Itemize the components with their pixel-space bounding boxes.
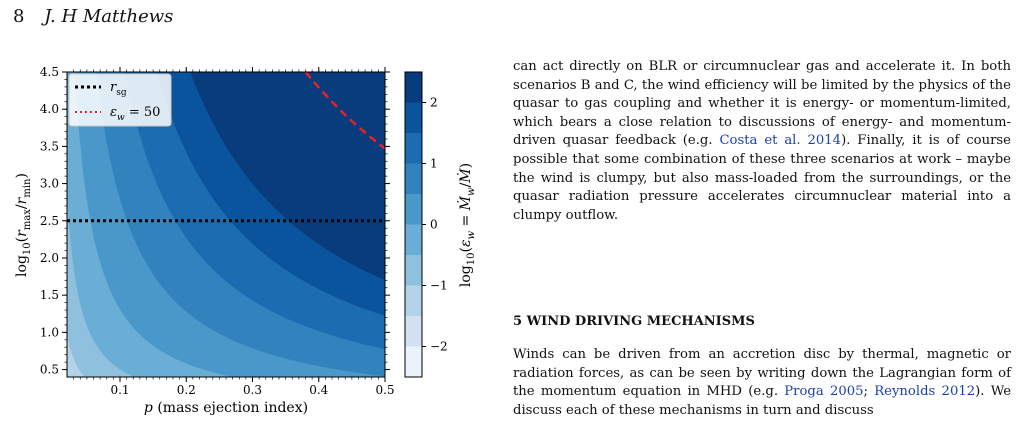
colorbar-label: log10(εw = Ṁw/Ṁ)	[456, 163, 477, 287]
para2-end: ). We discuss each of these mechanisms i…	[513, 384, 1012, 418]
y-tick-label: 3.0	[40, 177, 59, 191]
section-heading: 5 WIND DRIVING MECHANISMS	[513, 314, 755, 329]
y-tick-label: 4.0	[40, 102, 59, 116]
y-axis: 0.5 1.0 1.5 2.0 2.5 3.0 3.5 4.0 4.5	[40, 65, 390, 377]
citation-separator: ;	[863, 384, 875, 400]
legend-rsg-label: rsg	[110, 80, 127, 98]
x-tick-label: 0.1	[110, 383, 129, 397]
x-axis-label: p (mass ejection index)	[144, 400, 308, 416]
contour-figure: 0.1 0.2 0.3 0.4 0.5 0.5 1.0 1.5 2.0 2.5 3.0 3.5 4.0…	[14, 65, 477, 416]
colorbar-segment	[405, 285, 422, 316]
colorbar-tick-label: −2	[430, 340, 448, 354]
y-tick-label: 1.5	[40, 288, 59, 302]
page-number: 8	[13, 6, 25, 27]
colorbar-tick-label: 1	[430, 157, 438, 171]
contour-band	[190, 72, 385, 281]
y-tick-label: 1.0	[40, 325, 59, 339]
x-axis: 0.1 0.2 0.3 0.4 0.5	[73, 67, 395, 397]
body-paragraph-2: Winds can be driven from an accretion di…	[513, 346, 1011, 420]
colorbar-segment	[405, 133, 422, 164]
para2-text: Winds can be driven from an accretion di…	[513, 347, 1011, 400]
page-header: 8 J. H Matthews	[13, 6, 173, 27]
colorbar-tick-label: 2	[430, 96, 438, 110]
colorbar-segment	[405, 316, 422, 347]
citation-reynolds[interactable]: Reynolds 2012	[874, 384, 976, 400]
running-author: J. H Matthews	[44, 6, 174, 27]
y-tick-label: 2.5	[40, 214, 59, 228]
para1-end: ). Finally, it is of course possible tha…	[513, 133, 1011, 223]
colorbar-segment	[405, 194, 422, 225]
x-tick-label: 0.4	[309, 383, 328, 397]
colorbar-tick-label: −1	[430, 279, 448, 293]
colorbar-segment	[405, 346, 422, 377]
contour-fills	[67, 72, 385, 377]
y-tick-label: 4.5	[40, 65, 59, 79]
citation-costa[interactable]: Costa et al. 2014	[719, 133, 842, 149]
colorbar-segment	[405, 224, 422, 255]
legend: rsg εw = 50	[68, 73, 172, 127]
colorbar-segment	[405, 72, 422, 103]
citation-proga[interactable]: Proga 2005	[784, 384, 864, 400]
para1-text: can act directly on BLR or circumnuclear…	[513, 59, 1011, 149]
plot-lines	[67, 72, 385, 223]
y-axis-label: log10(rmax/rmin)	[14, 173, 33, 277]
colorbar-segment	[405, 102, 422, 133]
colorbar-tick-label: 0	[430, 218, 438, 232]
x-tick-label: 0.2	[177, 383, 196, 397]
body-paragraph-1: can act directly on BLR or circumnuclear…	[513, 58, 1011, 225]
y-tick-label: 3.5	[40, 139, 59, 153]
ew50-line	[304, 72, 385, 150]
x-tick-label: 0.3	[243, 383, 262, 397]
colorbar-ticks: −2 −1 0 1 2	[422, 96, 448, 354]
colorbar	[405, 72, 422, 377]
colorbar-segment	[405, 163, 422, 194]
y-tick-label: 0.5	[40, 363, 59, 377]
legend-ew-label: εw = 50	[110, 105, 160, 123]
y-tick-label: 2.0	[40, 251, 59, 265]
colorbar-segment	[405, 255, 422, 286]
x-tick-label: 0.5	[375, 383, 394, 397]
